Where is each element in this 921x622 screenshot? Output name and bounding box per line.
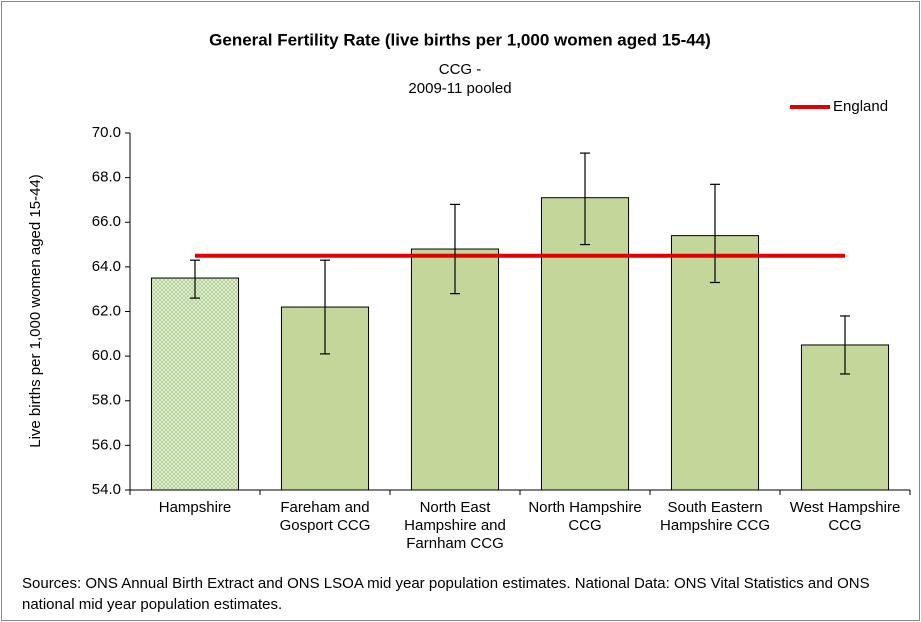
chart-title: General Fertility Rate (live births per … bbox=[209, 30, 711, 49]
legend-label: England bbox=[833, 98, 888, 115]
x-tick-label: North Hampshire CCG bbox=[528, 499, 642, 534]
bar bbox=[540, 197, 630, 491]
source-note: Sources: ONS Annual Birth Extract and ON… bbox=[22, 575, 870, 613]
x-tick-label: South Eastern Hampshire CCG bbox=[659, 499, 771, 534]
x-tick-label: Fareham and Gosport CCG bbox=[279, 499, 371, 534]
x-tick-label: Hampshire bbox=[158, 499, 232, 516]
subtitle: 2009-11 pooled bbox=[408, 80, 511, 97]
y-tick-label: 66.0 bbox=[92, 213, 121, 230]
y-tick-label: 64.0 bbox=[92, 258, 121, 275]
y-tick-label: 56.0 bbox=[92, 436, 121, 453]
y-tick-label: 54.0 bbox=[92, 481, 121, 498]
y-tick-label: 58.0 bbox=[92, 392, 121, 409]
x-tick-label: North East Hampshire and Farnham CCG bbox=[404, 499, 506, 552]
y-tick-label: 70.0 bbox=[92, 124, 121, 141]
y-tick-label: 62.0 bbox=[92, 302, 121, 319]
subtitle: CCG - bbox=[439, 61, 482, 78]
x-tick-label: West Hampshire CCG bbox=[789, 499, 901, 534]
bar bbox=[150, 277, 240, 491]
y-tick-label: 60.0 bbox=[92, 347, 121, 364]
y-axis-label: Live births per 1,000 women aged 15-44) bbox=[27, 174, 44, 448]
y-tick-label: 68.0 bbox=[92, 169, 121, 186]
